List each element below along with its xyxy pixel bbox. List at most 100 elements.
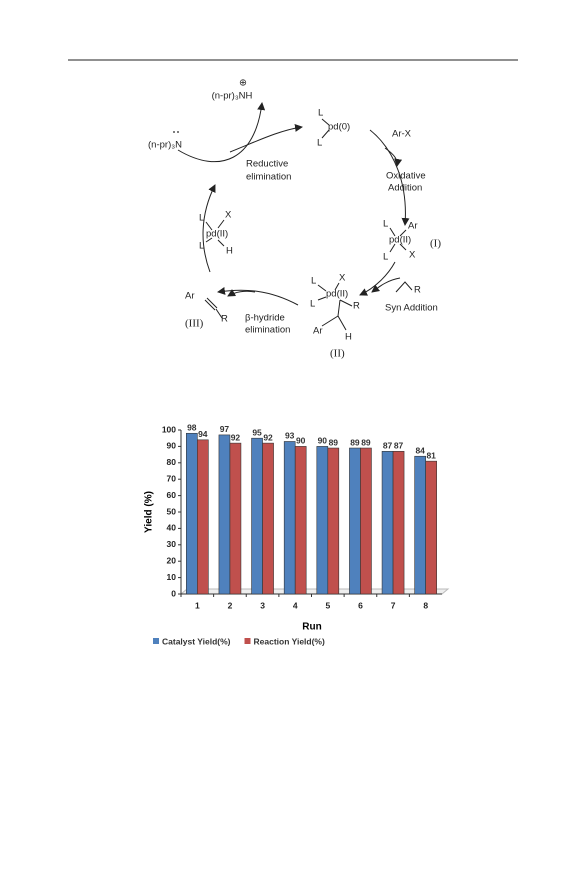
value-label: 89 xyxy=(361,437,371,447)
bar-chart: Yield (%) Run 01020304050607080901001989… xyxy=(144,423,450,646)
label: (n-pr)₃NH xyxy=(212,91,253,102)
bar xyxy=(294,446,307,595)
label: H xyxy=(226,246,233,257)
value-label: 93 xyxy=(285,431,295,441)
y-tick-label: 70 xyxy=(167,473,177,483)
y-axis-title: Yield (%) xyxy=(144,491,155,533)
label: L xyxy=(199,213,204,224)
x-tick-label: 5 xyxy=(325,600,330,610)
legend-swatch xyxy=(244,638,251,644)
label: X xyxy=(409,250,416,261)
label: (I) xyxy=(430,238,441,250)
x-tick-label: 1 xyxy=(195,600,200,610)
x-tick-label: 3 xyxy=(260,600,265,610)
label: (n-pr)₃N xyxy=(148,140,182,151)
y-tick-label: 100 xyxy=(162,424,176,434)
arrow xyxy=(177,102,266,163)
y-tick-label: 80 xyxy=(167,457,177,467)
label: elimination xyxy=(245,325,290,336)
catalytic-cycle: ⊕ (n-pr)₃NH (n-pr)₃N L pd(0) L Ar-X Oxid… xyxy=(148,78,441,360)
lone-pair xyxy=(173,131,175,133)
value-label: 92 xyxy=(263,432,273,442)
value-label: 87 xyxy=(394,441,404,451)
y-tick-label: 50 xyxy=(167,506,177,516)
label: X xyxy=(225,210,232,221)
label: L xyxy=(317,138,322,149)
label: β-hydride xyxy=(245,313,285,324)
y-tick-label: 30 xyxy=(167,539,177,549)
bar xyxy=(218,434,231,595)
bar xyxy=(229,442,242,595)
bar xyxy=(197,439,209,595)
x-tick-label: 2 xyxy=(228,600,233,610)
label: pd(0) xyxy=(328,122,350,133)
label: L xyxy=(318,108,323,119)
label: Ar xyxy=(185,291,195,302)
bar xyxy=(251,437,263,595)
x-tick-label: 8 xyxy=(423,600,428,610)
label: L xyxy=(310,299,315,310)
bar xyxy=(327,447,340,595)
value-label: 94 xyxy=(198,429,208,439)
label: L xyxy=(199,241,204,252)
label: L xyxy=(311,276,316,287)
bar xyxy=(392,451,405,595)
y-tick-label: 10 xyxy=(167,572,177,582)
x-tick-label: 7 xyxy=(391,600,396,610)
bar xyxy=(262,442,274,595)
bar xyxy=(381,451,394,595)
bar xyxy=(414,455,426,595)
value-label: 97 xyxy=(220,424,230,434)
y-tick-label: 20 xyxy=(167,555,177,565)
label: pd(II) xyxy=(326,289,348,300)
value-label: 92 xyxy=(231,432,241,442)
value-label: 98 xyxy=(187,423,197,433)
y-tick-label: 90 xyxy=(167,441,177,451)
label: L xyxy=(383,219,388,230)
legend-label: Reaction Yield(%) xyxy=(254,636,325,646)
label: Syn Addition xyxy=(385,303,438,314)
value-label: 87 xyxy=(383,441,393,451)
label: R xyxy=(414,285,421,296)
label: H xyxy=(345,332,352,343)
bar xyxy=(283,441,296,595)
label: (III) xyxy=(185,318,204,330)
value-label: 90 xyxy=(318,436,328,446)
label: L xyxy=(383,252,388,263)
bond xyxy=(204,297,223,319)
legend-swatch xyxy=(153,638,159,644)
value-label: 89 xyxy=(350,437,360,447)
arrow xyxy=(369,129,410,226)
value-label: 89 xyxy=(329,437,339,447)
bar xyxy=(349,447,361,595)
bar xyxy=(186,432,198,595)
bond xyxy=(205,118,407,331)
value-label: 90 xyxy=(296,436,306,446)
arrow xyxy=(371,277,401,293)
x-tick-label: 6 xyxy=(358,600,363,610)
label: Ar xyxy=(408,221,418,232)
label: Oxidative xyxy=(386,171,426,182)
label: pd(II) xyxy=(206,229,228,240)
y-tick-label: 60 xyxy=(167,490,177,500)
value-label: 81 xyxy=(426,450,436,460)
value-label: 84 xyxy=(415,445,425,455)
label: pd(II) xyxy=(389,235,411,246)
label: elimination xyxy=(246,172,291,183)
arrow xyxy=(217,287,299,306)
legend-label: Catalyst Yield(%) xyxy=(162,636,231,646)
arrow xyxy=(202,184,216,273)
value-label: 95 xyxy=(252,427,262,437)
label: Ar-X xyxy=(392,129,412,140)
label: (II) xyxy=(330,348,345,360)
label: Addition xyxy=(388,183,422,194)
bar xyxy=(316,446,329,595)
label: X xyxy=(339,273,346,284)
label: Ar xyxy=(313,326,323,337)
arrow xyxy=(227,289,256,297)
lone-pair xyxy=(177,131,179,133)
x-tick-label: 4 xyxy=(293,600,298,610)
y-tick-label: 40 xyxy=(167,523,177,533)
